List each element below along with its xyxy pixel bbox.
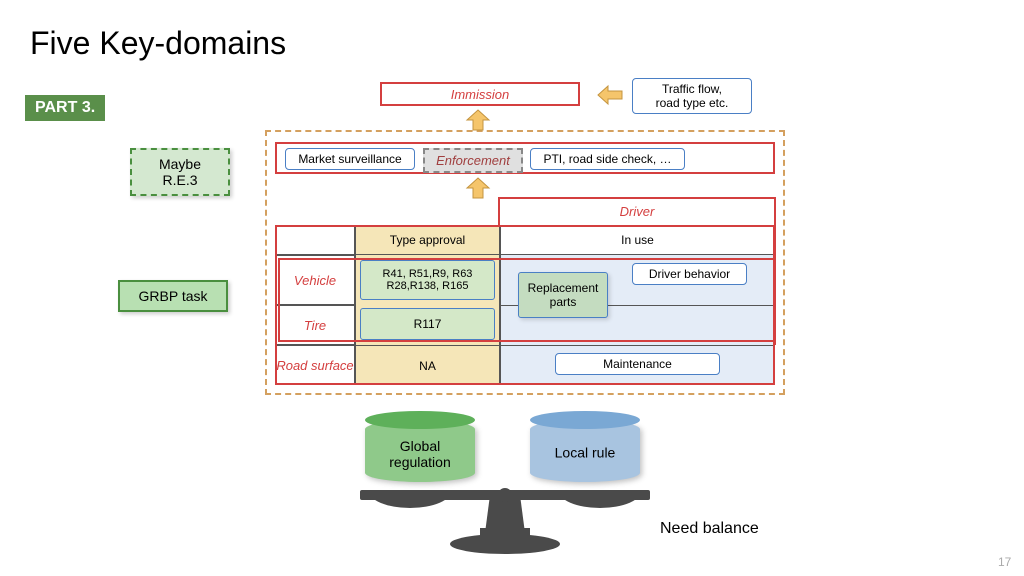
header-in-use: In use [500,225,775,255]
global-regulation-cylinder: Global regulation [365,420,475,482]
part-badge: PART 3. [25,95,105,121]
replacement-parts-box: Replacement parts [518,272,608,318]
page-number: 17 [998,555,1011,569]
enforcement-box: Enforcement [423,148,523,173]
row-road-label: Road surface [275,345,355,385]
immission-label: Immission [451,87,510,102]
page-title: Five Key-domains [30,25,286,62]
header-empty [275,225,355,255]
need-balance-label: Need balance [660,520,759,538]
header-type-approval: Type approval [355,225,500,255]
driver-behavior-box: Driver behavior [632,263,747,285]
maintenance-box: Maintenance [555,353,720,375]
road-approval-cell: NA [355,345,500,385]
arrow-up-icon [463,108,493,132]
local-rule-cylinder: Local rule [530,420,640,482]
local-rule-label: Local rule [530,445,640,461]
balance-scale-icon [350,478,660,558]
pti-box: PTI, road side check, … [530,148,685,170]
inuse-divider2 [500,345,775,346]
immission-box: Immission [380,82,580,106]
arrow-up2-icon [463,176,493,200]
maybe-re3-box: Maybe R.E.3 [130,148,230,196]
traffic-flow-box: Traffic flow, road type etc. [632,78,752,114]
global-regulation-label: Global regulation [365,438,475,470]
market-surveillance-box: Market surveillance [285,148,415,170]
grbp-task-box: GRBP task [118,280,228,312]
driver-label: Driver [498,200,776,222]
arrow-left-icon [596,84,626,106]
